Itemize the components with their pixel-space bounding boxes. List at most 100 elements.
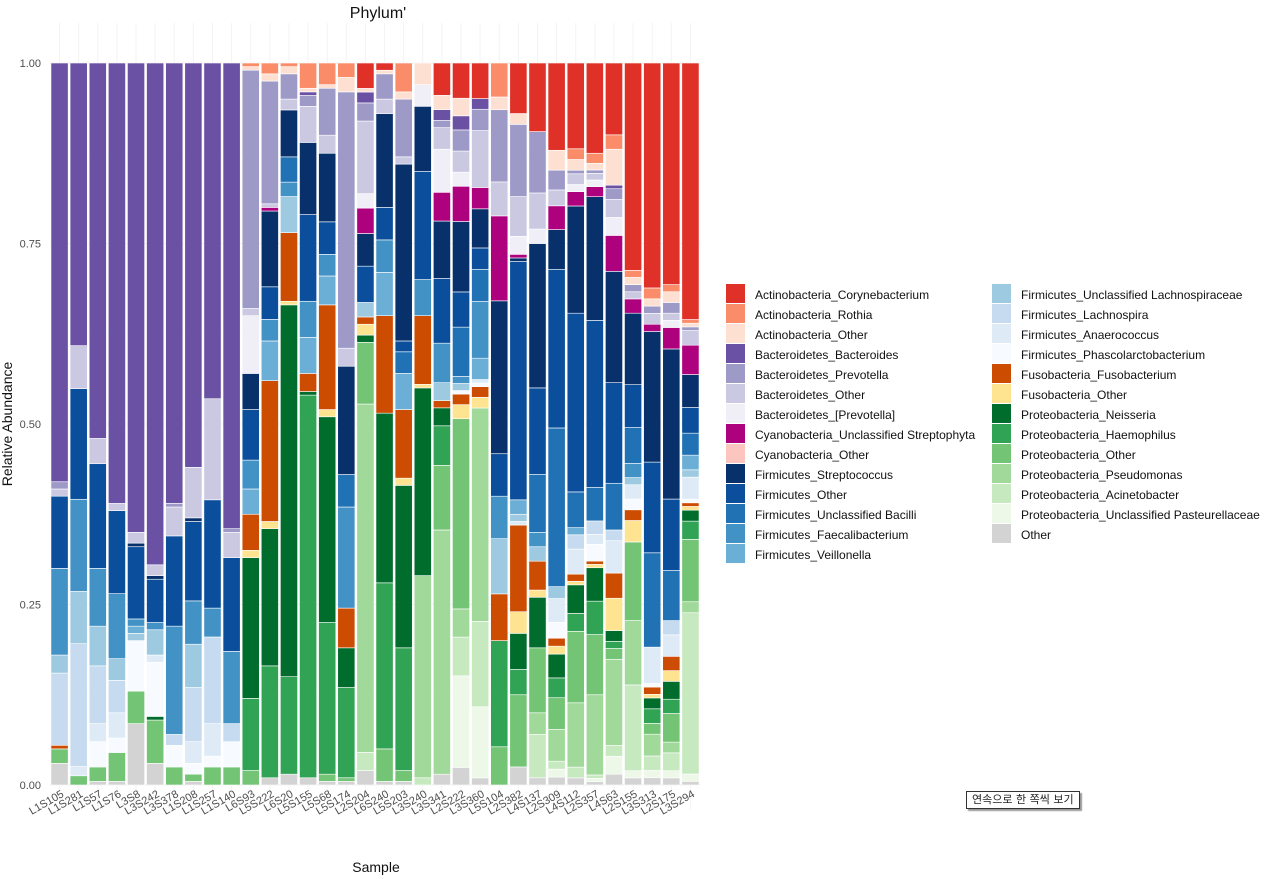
bar-segment [605, 773, 623, 786]
bar-segment [681, 498, 700, 504]
bar-segment [605, 572, 623, 599]
bar-segment [337, 647, 356, 688]
bar-segment [356, 233, 375, 267]
bar-segment [509, 633, 528, 670]
bar-segment [260, 665, 279, 779]
bar-segment [624, 477, 642, 486]
legend-label: Fusobacteria_Fusobacterium [1021, 368, 1176, 382]
bar-segment [585, 320, 604, 488]
bar-segment [605, 199, 623, 218]
legend-label: Fusobacteria_Other [1021, 388, 1127, 402]
bar-segment [108, 680, 126, 714]
legend-label: Firmicutes_Streptococcus [755, 468, 893, 482]
bar-segment [127, 633, 145, 641]
bar-segment [222, 741, 241, 768]
bar-segment [356, 752, 375, 771]
bar-segment [452, 150, 470, 173]
bar-segment [643, 461, 662, 554]
bar-segment [662, 348, 681, 500]
bar-segment [394, 477, 413, 486]
legend-label: Bacteroidetes_Prevotella [755, 368, 889, 382]
bar-segment [241, 308, 260, 317]
legend-label: Firmicutes_Phascolarctobacterium [1021, 348, 1205, 362]
bar-segment [299, 95, 317, 107]
bar-segment [471, 62, 490, 99]
bar-segment [566, 534, 585, 550]
bar-segment [662, 698, 681, 714]
legend-swatch [726, 444, 745, 463]
bar-segment [471, 268, 490, 302]
bar-segment [662, 741, 681, 754]
bar-segment [394, 62, 413, 93]
legend-swatch [992, 404, 1011, 423]
bar-segment [662, 620, 681, 636]
bar-segment [681, 326, 700, 331]
bar-segment [452, 326, 470, 377]
bar-segment [108, 503, 126, 511]
y-tick-label: 0.50 [20, 419, 41, 431]
bar-segment [605, 529, 623, 542]
bar-segment [547, 645, 566, 655]
bar-segment [605, 630, 623, 642]
bar-segment [241, 550, 260, 558]
bar-segment [241, 373, 260, 410]
bars [50, 62, 700, 786]
legend-swatch [726, 284, 745, 303]
bar-segment [605, 148, 623, 186]
bar-segment [203, 636, 222, 724]
bar-segment [356, 302, 375, 318]
bar-segment [547, 598, 566, 623]
bar-segment [509, 257, 528, 262]
bar-segment [471, 379, 490, 384]
bar-segment [681, 773, 700, 782]
bar-segment [471, 397, 490, 409]
bar-segment [184, 763, 203, 775]
bar-segment [394, 373, 413, 410]
bar-segment [452, 62, 470, 99]
bar-segment [509, 254, 528, 259]
bar-segment [585, 487, 604, 522]
legend-swatch [726, 504, 745, 523]
bar-segment [280, 181, 298, 197]
bar-segment [203, 499, 222, 609]
bar-segment [528, 131, 547, 194]
bar-segment [299, 214, 317, 302]
bar-segment [452, 675, 470, 768]
bar-segment [203, 607, 222, 638]
bar-segment [681, 319, 700, 324]
legend-label: Proteobacteria_Neisseria [1021, 408, 1156, 422]
bar-segment [260, 521, 279, 529]
bar-segment [490, 300, 509, 455]
bar-segment [585, 774, 604, 779]
bar-segment [146, 578, 165, 623]
bar-segment [585, 173, 604, 181]
bar-segment [452, 171, 470, 187]
bar-segment [566, 631, 585, 704]
bar-segment [605, 188, 623, 200]
bar-segment [299, 87, 317, 93]
bar-segment [50, 672, 69, 746]
bar-segment [69, 643, 88, 767]
bar-segment [624, 620, 642, 686]
bar-segment [280, 66, 298, 75]
bar-segment [413, 383, 432, 389]
bar-segment [69, 345, 88, 389]
bar-segment [146, 629, 165, 656]
bar-segment [681, 374, 700, 408]
bar-segment [624, 777, 642, 786]
bar-segment [260, 207, 279, 212]
bar-segment [299, 142, 317, 215]
legend-label: Firmicutes_Lachnospira [1021, 308, 1149, 322]
bar-segment [566, 312, 585, 493]
y-tick-label: 0.25 [20, 600, 41, 612]
legend-swatch [992, 344, 1011, 363]
bar-segment [394, 156, 413, 165]
bar-segment [471, 357, 490, 380]
bar-segment [356, 265, 375, 303]
bar-segment [184, 643, 203, 688]
bar-segment [260, 203, 279, 208]
bar-segment [337, 347, 356, 367]
bar-segment [260, 62, 279, 75]
bar-segment [184, 600, 203, 645]
legend-label: Cyanobacteria_Other [755, 448, 869, 462]
